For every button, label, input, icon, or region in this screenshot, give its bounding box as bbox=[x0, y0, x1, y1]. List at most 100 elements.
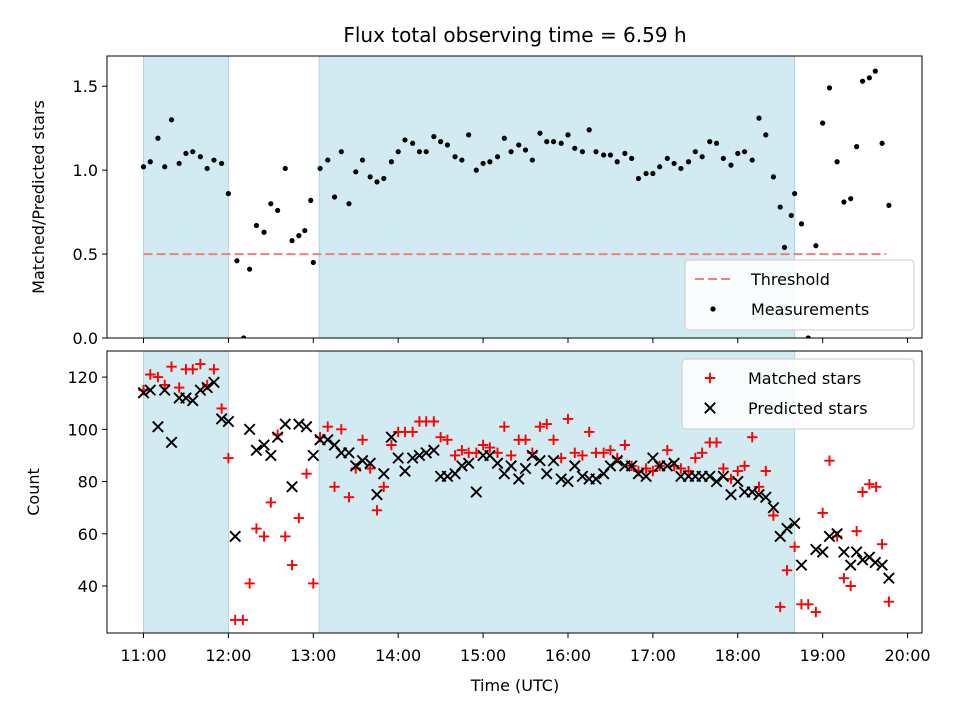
matched-stars-point bbox=[584, 426, 595, 438]
matched-stars-point bbox=[244, 578, 255, 589]
predicted-stars-point bbox=[420, 446, 433, 459]
matched-stars-point bbox=[286, 559, 298, 571]
measurement-point bbox=[487, 159, 493, 165]
measurement-point bbox=[388, 159, 395, 165]
matched-stars-point bbox=[803, 599, 814, 610]
matched-stars-point bbox=[216, 403, 227, 414]
measurement-point bbox=[241, 335, 247, 338]
measurement-point bbox=[147, 159, 153, 165]
predicted-stars-point bbox=[286, 480, 298, 493]
legend-measurements-swatch bbox=[710, 306, 716, 312]
matched-stars-point bbox=[562, 413, 574, 425]
count-panel: 40 60 80 100 120 11:00 12:00 13:00 14:00 15:00 16:… bbox=[24, 350, 931, 665]
matched-stars-point bbox=[775, 601, 786, 613]
predicted-stars-point bbox=[158, 384, 171, 397]
predicted-stars-point bbox=[186, 394, 199, 407]
matched-stars-point bbox=[732, 465, 743, 477]
matched-stars-point bbox=[662, 445, 673, 456]
measurement-point bbox=[781, 244, 788, 250]
predicted-stars-point bbox=[349, 460, 362, 472]
predicted-stars-point bbox=[194, 384, 207, 397]
measurement-point bbox=[466, 132, 472, 138]
predicted-stars-point bbox=[710, 475, 723, 488]
matched-stars-point bbox=[857, 486, 868, 498]
measurement-point bbox=[234, 258, 240, 264]
measurement-point bbox=[854, 144, 860, 150]
predicted-stars-point bbox=[869, 556, 882, 569]
predicted-stars-point bbox=[547, 454, 560, 467]
measurement-point bbox=[140, 164, 147, 170]
predicted-stars-point bbox=[661, 460, 674, 472]
ratio-panel: 0.0 0.5 1.0 1.5 Matched/Predicted stars Thres… bbox=[29, 55, 923, 348]
matched-stars-point bbox=[357, 434, 368, 445]
measurement-point bbox=[190, 149, 196, 155]
measurement-point bbox=[431, 133, 437, 140]
predicted-stars-point bbox=[590, 473, 602, 485]
predicted-stars-point bbox=[343, 446, 355, 459]
matched-stars-point bbox=[768, 510, 779, 521]
measurement-point bbox=[359, 157, 366, 163]
predicted-stars-point bbox=[725, 488, 737, 501]
matched-stars-point bbox=[343, 492, 355, 503]
x-tick-label: 14:00 bbox=[375, 646, 421, 665]
matched-stars-point bbox=[789, 541, 800, 553]
predicted-stars-point bbox=[392, 452, 405, 464]
matched-stars-point bbox=[251, 523, 262, 534]
measurement-point bbox=[586, 127, 592, 133]
predicted-stars-point bbox=[470, 486, 483, 498]
matched-stars-point bbox=[747, 431, 758, 443]
measurement-point bbox=[879, 140, 885, 146]
measurement-point bbox=[685, 159, 692, 165]
measurement-point bbox=[338, 149, 344, 155]
predicted-stars-point bbox=[413, 449, 426, 462]
measurement-point bbox=[629, 155, 635, 161]
x-tick-label: 15:00 bbox=[460, 646, 506, 665]
measurement-point bbox=[353, 169, 359, 175]
predicted-stars-point bbox=[838, 546, 850, 558]
predicted-stars-point bbox=[137, 386, 150, 399]
matched-stars-point bbox=[883, 596, 895, 607]
matched-stars-point bbox=[598, 447, 609, 459]
predicted-stars-point bbox=[576, 470, 589, 483]
predicted-stars-point bbox=[279, 418, 292, 430]
predicted-stars-point bbox=[229, 530, 242, 543]
predicted-stars-point bbox=[717, 470, 730, 483]
y-tick-label: 80 bbox=[78, 473, 98, 492]
predicted-stars-point bbox=[526, 449, 539, 462]
predicted-stars-point bbox=[856, 554, 869, 566]
matched-stars-point bbox=[541, 418, 552, 430]
measurement-point bbox=[671, 160, 677, 167]
measurement-point bbox=[763, 132, 769, 138]
predicted-stars-point bbox=[321, 433, 334, 446]
matched-stars-point bbox=[870, 481, 882, 492]
measurement-point bbox=[788, 212, 794, 219]
measurement-point bbox=[529, 157, 535, 163]
matched-stars-point bbox=[690, 452, 701, 464]
measurement-point bbox=[866, 75, 872, 81]
measurement-point bbox=[423, 149, 429, 155]
y-tick-label: 1.0 bbox=[73, 161, 98, 180]
matched-stars-point bbox=[371, 505, 383, 516]
matched-stars-point bbox=[675, 463, 687, 474]
axes-frame bbox=[106, 55, 923, 339]
matched-stars-point bbox=[555, 452, 567, 464]
predicted-stars-point bbox=[144, 384, 157, 397]
matched-stars-point bbox=[378, 481, 389, 492]
measurement-point bbox=[183, 150, 189, 156]
measurement-point bbox=[197, 154, 203, 160]
predicted-stars-point bbox=[850, 546, 863, 558]
measurement-point bbox=[770, 174, 777, 180]
matched-stars-point bbox=[364, 463, 376, 474]
x-tick-label: 11:00 bbox=[120, 646, 166, 665]
matched-stars-point bbox=[577, 450, 588, 461]
predicted-stars-point bbox=[300, 420, 313, 433]
measurement-point bbox=[707, 139, 713, 145]
observing-interval-shade bbox=[143, 350, 229, 634]
predicted-stars-point bbox=[307, 449, 320, 462]
measurement-point bbox=[444, 142, 451, 148]
chart-title: Flux total observing time = 6.59 h bbox=[343, 23, 686, 47]
measurement-point bbox=[713, 140, 720, 146]
matched-stars-point bbox=[301, 468, 312, 479]
x-tick-label: 17:00 bbox=[630, 646, 676, 665]
measurement-point bbox=[664, 155, 670, 161]
